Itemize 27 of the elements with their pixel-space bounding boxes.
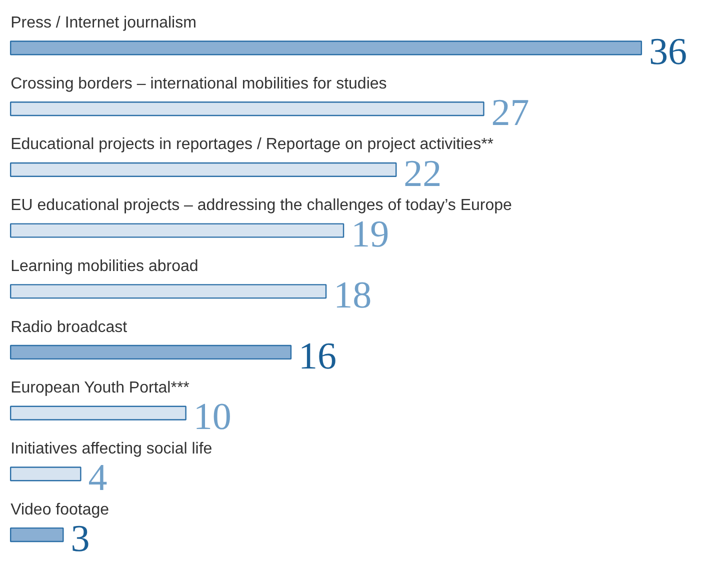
data-label: 19 bbox=[351, 214, 390, 256]
bar bbox=[10, 344, 292, 360]
bar bbox=[10, 527, 64, 542]
data-label: 4 bbox=[88, 457, 108, 500]
y-tick-label: Learning mobilities abroad bbox=[10, 258, 198, 275]
y-tick-label: Video footage bbox=[10, 501, 110, 518]
y-tick-label: Press / Internet journalism bbox=[10, 14, 196, 32]
data-label: 36 bbox=[648, 31, 687, 74]
y-tick-label: Radio broadcast bbox=[10, 318, 128, 336]
bar bbox=[10, 40, 642, 56]
bar bbox=[10, 223, 344, 238]
y-tick-label: EU educational projects – addressing the challenges of today’s Europe bbox=[10, 197, 512, 214]
y-tick-label: European Youth Portal*** bbox=[10, 380, 190, 397]
data-label: 10 bbox=[193, 396, 232, 438]
data-label: 22 bbox=[404, 152, 442, 195]
data-label: 3 bbox=[70, 518, 90, 560]
data-label: 16 bbox=[298, 335, 337, 378]
bar bbox=[10, 406, 186, 420]
bar bbox=[10, 102, 484, 116]
y-tick-label: Crossing borders – international mobilities for studies bbox=[10, 75, 387, 92]
y-tick-label: Educational projects in reportages / Reportage on project activities** bbox=[10, 136, 494, 154]
data-label: 27 bbox=[491, 92, 530, 134]
bar bbox=[10, 284, 327, 299]
y-tick-label: Initiatives affecting social life bbox=[10, 440, 212, 458]
data-label: 18 bbox=[334, 274, 372, 317]
bar bbox=[10, 162, 397, 177]
bar bbox=[10, 466, 82, 482]
